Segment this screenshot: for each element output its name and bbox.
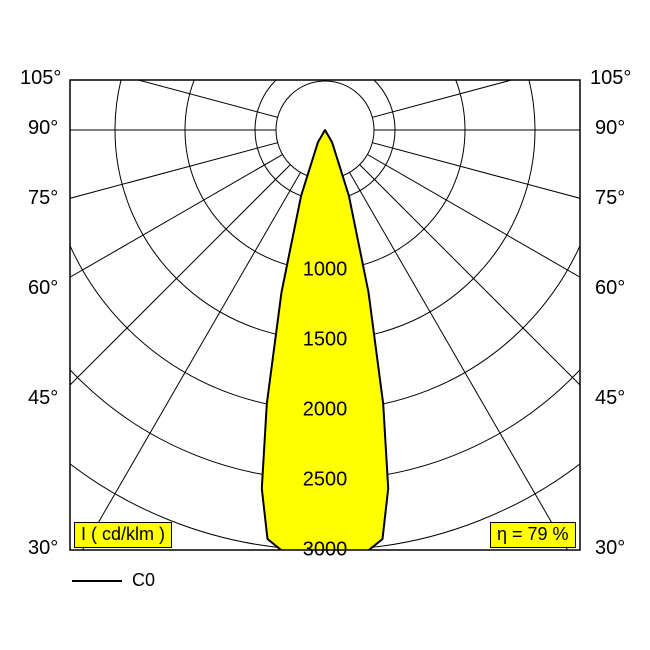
ring-label-2000: 2000	[303, 399, 348, 422]
ring-label-1000: 1000	[303, 259, 348, 282]
angle-label-left-105: 105°	[20, 67, 61, 90]
angle-label-right-75: 75°	[595, 187, 625, 210]
angle-label-left-30: 30°	[28, 537, 58, 560]
legend-label: C0	[132, 570, 155, 591]
angle-label-right-30: 30°	[595, 537, 625, 560]
angle-label-left-75: 75°	[28, 187, 58, 210]
angle-label-left-90: 90°	[28, 117, 58, 140]
angle-label-right-105: 105°	[590, 67, 631, 90]
angle-label-right-60: 60°	[595, 277, 625, 300]
angle-label-right-45: 45°	[595, 387, 625, 410]
angle-label-right-90: 90°	[595, 117, 625, 140]
ring-label-2500: 2500	[303, 469, 348, 492]
eta-box: η = 79 %	[490, 522, 576, 548]
legend-line	[72, 580, 122, 582]
ring-label-1500: 1500	[303, 329, 348, 352]
ring-label-3000: 3000	[303, 539, 348, 562]
unit-box: I ( cd/klm )	[74, 522, 172, 548]
angle-label-left-60: 60°	[28, 277, 58, 300]
angle-label-left-45: 45°	[28, 387, 58, 410]
